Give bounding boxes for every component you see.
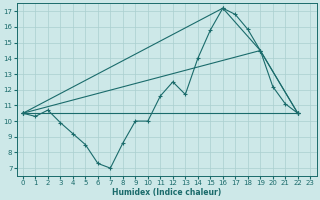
X-axis label: Humidex (Indice chaleur): Humidex (Indice chaleur) <box>112 188 221 197</box>
